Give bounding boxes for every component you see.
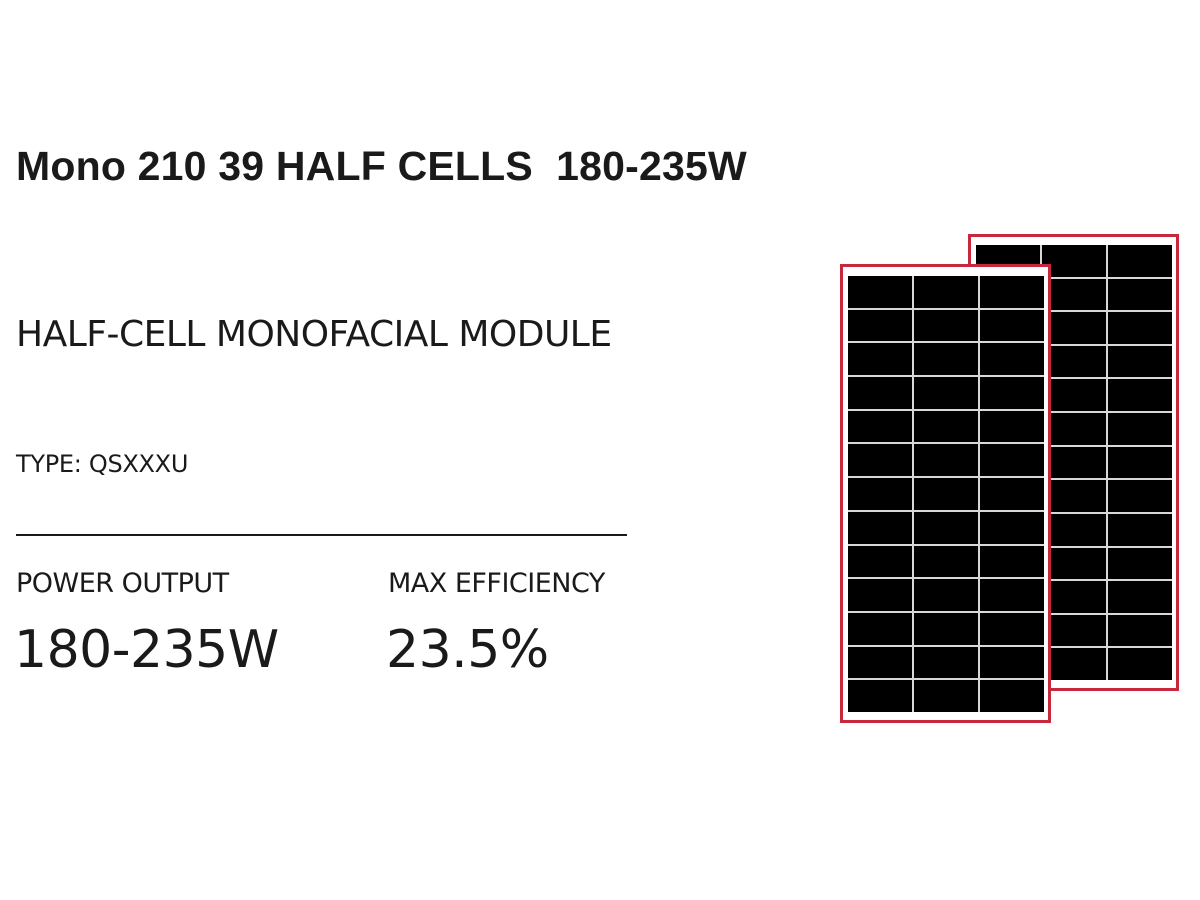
solar-cell — [848, 579, 912, 611]
solar-cell — [1108, 413, 1172, 445]
solar-cell — [980, 579, 1044, 611]
solar-cell — [1108, 614, 1172, 647]
solar-cell — [980, 646, 1044, 679]
solar-cell — [914, 579, 978, 611]
power-output-value: 180-235W — [14, 620, 279, 680]
solar-cell — [1108, 379, 1172, 412]
solar-cell — [1108, 446, 1172, 479]
solar-cell — [1042, 581, 1106, 613]
solar-cell — [980, 444, 1044, 477]
solar-cell — [848, 410, 912, 443]
solar-cell — [1042, 648, 1106, 680]
solar-cell — [980, 612, 1044, 645]
solar-cell — [914, 410, 978, 443]
solar-cell — [848, 511, 912, 544]
solar-cell — [848, 478, 912, 510]
solar-cell — [914, 612, 978, 645]
solar-cell — [848, 343, 912, 376]
solar-cell — [1042, 278, 1106, 311]
solar-cell — [914, 276, 978, 308]
solar-cell — [1042, 345, 1106, 378]
solar-cell — [848, 309, 912, 342]
cell-grid — [848, 276, 1044, 712]
product-title: Mono 210 39 HALF CELLS 180-235W — [16, 143, 747, 189]
power-output-label: POWER OUTPUT — [16, 568, 229, 599]
solar-cell — [980, 276, 1044, 308]
solar-cell — [1042, 513, 1106, 546]
solar-cell — [1108, 480, 1172, 512]
max-efficiency-value: 23.5% — [386, 620, 549, 680]
solar-cell — [1042, 480, 1106, 512]
solar-cell — [848, 680, 912, 712]
solar-cell — [848, 276, 912, 308]
solar-cell — [1108, 278, 1172, 311]
solar-cell — [1042, 446, 1106, 479]
solar-cell — [980, 478, 1044, 510]
solar-cell — [980, 680, 1044, 712]
solar-cell — [980, 309, 1044, 342]
product-subtitle: HALF-CELL MONOFACIAL MODULE — [16, 314, 612, 355]
solar-cell — [1042, 312, 1106, 344]
solar-cell — [914, 646, 978, 679]
solar-cell — [914, 680, 978, 712]
solar-cell — [848, 444, 912, 477]
solar-cell — [1108, 513, 1172, 546]
type-label: TYPE: QSXXXU — [16, 450, 189, 478]
solar-cell — [1108, 547, 1172, 580]
solar-cell — [980, 343, 1044, 376]
solar-cell — [914, 444, 978, 477]
solar-cell — [1108, 345, 1172, 378]
solar-cell — [848, 646, 912, 679]
solar-cell — [1042, 547, 1106, 580]
solar-cell — [914, 309, 978, 342]
solar-cell — [848, 545, 912, 578]
solar-cell — [1042, 614, 1106, 647]
solar-cell — [1108, 245, 1172, 277]
solar-cell — [848, 377, 912, 409]
divider — [16, 534, 627, 536]
solar-cell — [1108, 581, 1172, 613]
solar-cell — [980, 377, 1044, 409]
solar-cell — [1108, 312, 1172, 344]
solar-cell — [914, 377, 978, 409]
solar-cell — [914, 478, 978, 510]
solar-cell — [980, 511, 1044, 544]
solar-cell — [1042, 379, 1106, 412]
max-efficiency-label: MAX EFFICIENCY — [388, 568, 605, 599]
solar-cell — [914, 511, 978, 544]
solar-cell — [848, 612, 912, 645]
solar-cell — [1108, 648, 1172, 680]
solar-cell — [1042, 413, 1106, 445]
solar-panel-front-image — [840, 264, 1051, 723]
solar-cell — [980, 545, 1044, 578]
solar-cell — [914, 545, 978, 578]
solar-cell — [1042, 245, 1106, 277]
solar-cell — [914, 343, 978, 376]
solar-cell — [980, 410, 1044, 443]
